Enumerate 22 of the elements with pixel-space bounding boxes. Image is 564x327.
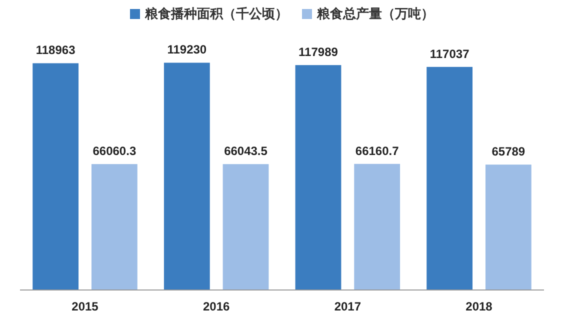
data-label: 119230 — [167, 42, 207, 57]
bar — [426, 66, 473, 290]
bar — [32, 63, 79, 290]
x-tick-label: 2015 — [72, 300, 99, 314]
bar — [91, 164, 138, 290]
x-tick-label: 2018 — [466, 300, 493, 314]
bar — [354, 164, 400, 290]
data-label: 66060.3 — [92, 144, 136, 158]
data-label: 66043.5 — [224, 144, 268, 158]
bar — [164, 62, 210, 290]
data-label: 117989 — [298, 45, 338, 60]
x-tick-label: 2017 — [334, 300, 362, 314]
data-label: 66160.7 — [355, 144, 400, 158]
data-label: 65789 — [492, 144, 526, 159]
bar — [222, 164, 269, 290]
data-label: 118963 — [36, 43, 76, 58]
legend-label: 粮食总产量（万吨） — [316, 6, 434, 22]
legend-label: 粮食播种面积（千公顷） — [144, 6, 288, 22]
bar — [295, 65, 342, 290]
bar — [485, 164, 532, 290]
data-label: 117037 — [430, 46, 470, 61]
x-tick-label: 2016 — [202, 300, 230, 314]
